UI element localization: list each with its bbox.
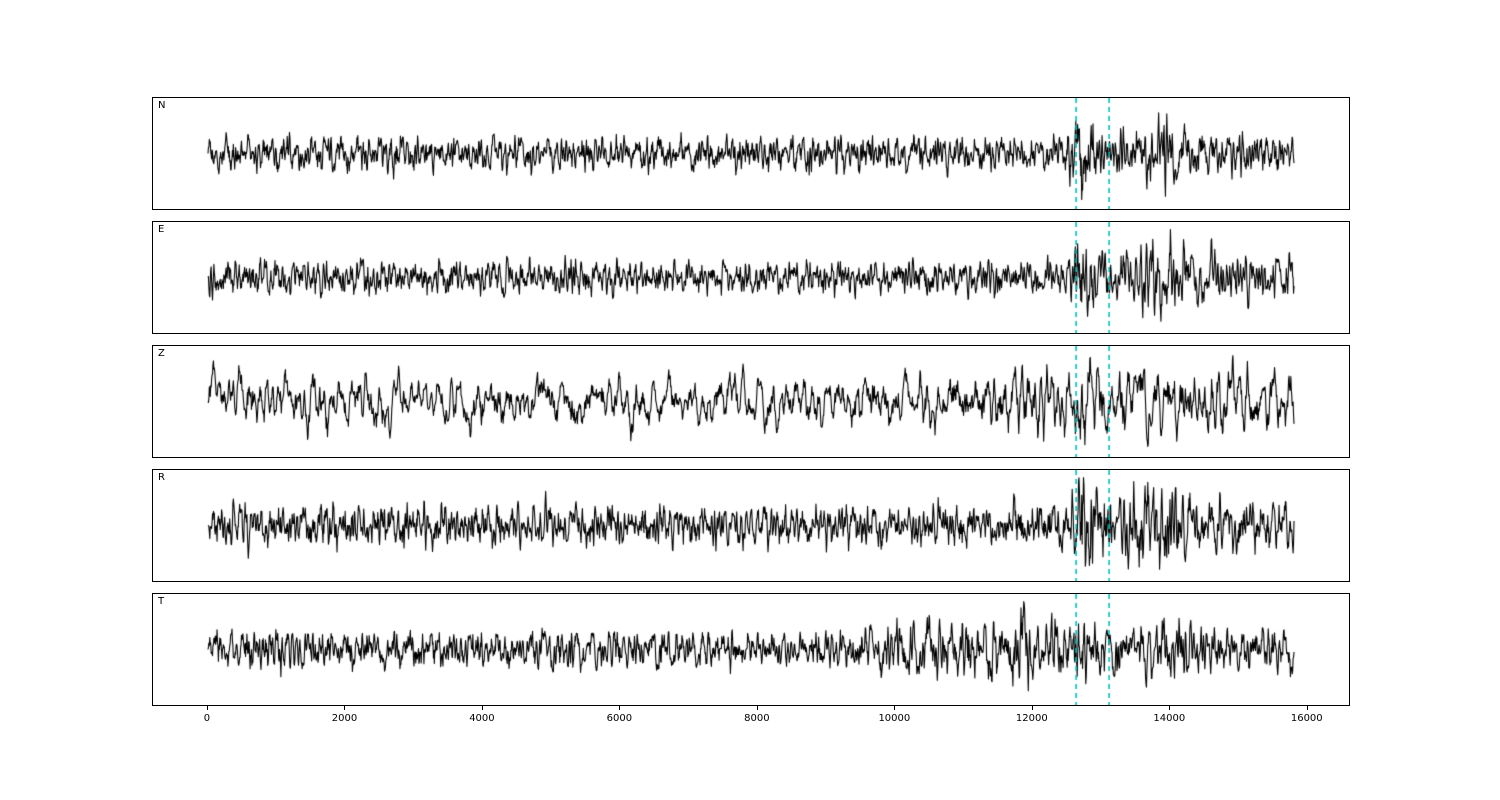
x-tick-mark xyxy=(206,706,208,710)
x-tick-label: 6000 xyxy=(606,713,633,724)
x-tick-mark xyxy=(1306,706,1308,710)
x-tick-mark xyxy=(619,706,621,710)
waveform-trace-r xyxy=(153,470,1349,581)
panel-label-t: T xyxy=(158,596,165,607)
panel-label-e: E xyxy=(158,224,165,235)
waveform-panel-n: N xyxy=(152,97,1350,210)
x-tick-mark xyxy=(756,706,758,710)
waveform-trace-t xyxy=(153,594,1349,705)
x-tick-mark xyxy=(1031,706,1033,710)
x-tick-label: 12000 xyxy=(1015,713,1048,724)
x-tick-label: 2000 xyxy=(331,713,358,724)
x-tick-label: 4000 xyxy=(469,713,495,724)
waveform-trace-n xyxy=(153,98,1349,209)
panel-label-n: N xyxy=(158,100,166,111)
x-tick-label: 10000 xyxy=(878,713,911,724)
waveform-panel-e: E xyxy=(152,221,1350,334)
x-tick-label: 8000 xyxy=(744,713,770,724)
waveform-trace-e xyxy=(153,222,1349,333)
x-tick-mark xyxy=(344,706,346,710)
waveform-panel-t: T xyxy=(152,593,1350,706)
waveform-panel-z: Z xyxy=(152,345,1350,458)
x-axis: 0 2000 4000 6000 8000 10000 12000 14000 16000 xyxy=(152,706,1350,736)
x-tick-label: 14000 xyxy=(1153,713,1186,724)
x-tick-label: 0 xyxy=(203,713,211,724)
waveform-trace-z xyxy=(153,346,1349,457)
x-tick-label: 16000 xyxy=(1290,713,1323,724)
panel-label-z: Z xyxy=(158,348,165,359)
panel-label-r: R xyxy=(158,472,165,483)
waveform-panel-r: R xyxy=(152,469,1350,582)
x-tick-mark xyxy=(1169,706,1171,710)
x-tick-mark xyxy=(894,706,896,710)
x-tick-mark xyxy=(481,706,483,710)
